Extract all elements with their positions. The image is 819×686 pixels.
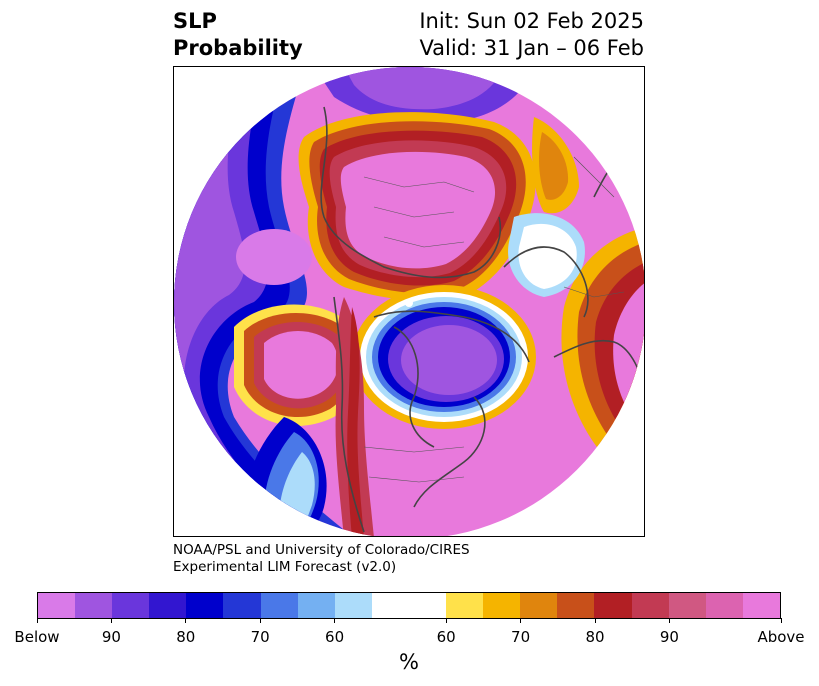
colorbar-tick-label: 70 bbox=[250, 628, 270, 646]
title-variable: SLP bbox=[173, 9, 217, 33]
colorbar-tick-mark bbox=[334, 618, 336, 623]
colorbar bbox=[37, 592, 781, 619]
colorbar-tick-label: 60 bbox=[436, 628, 456, 646]
colorbar-segment bbox=[705, 593, 743, 618]
credit-text: NOAA/PSL and University of Colorado/CIRE… bbox=[173, 542, 470, 576]
colorbar-segment bbox=[668, 593, 706, 618]
init-date: Init: Sun 02 Feb 2025 bbox=[419, 9, 644, 33]
colorbar-tick-mark bbox=[668, 618, 670, 623]
colorbar-tick-mark bbox=[445, 618, 447, 623]
colorbar-segment bbox=[742, 593, 780, 618]
colorbar-tick-label: Above bbox=[757, 628, 805, 646]
probability-map bbox=[173, 66, 645, 537]
colorbar-tick-label: Below bbox=[14, 628, 60, 646]
colorbar-tick-mark bbox=[36, 618, 38, 623]
colorbar-segment bbox=[631, 593, 669, 618]
colorbar-tick-label: 80 bbox=[585, 628, 605, 646]
colorbar-segment bbox=[38, 593, 76, 618]
colorbar-segment bbox=[520, 593, 558, 618]
colorbar-tick-mark bbox=[780, 618, 782, 623]
colorbar-tick-label: 80 bbox=[176, 628, 196, 646]
colorbar-tick-label: 70 bbox=[511, 628, 531, 646]
colorbar-segment bbox=[371, 593, 447, 618]
valid-range: Valid: 31 Jan – 06 Feb bbox=[419, 36, 644, 60]
colorbar-segment bbox=[260, 593, 298, 618]
colorbar-segment bbox=[112, 593, 150, 618]
colorbar-segment bbox=[334, 593, 372, 618]
colorbar-tick-label: 60 bbox=[325, 628, 345, 646]
colorbar-tick-label: 90 bbox=[659, 628, 679, 646]
colorbar-segment bbox=[149, 593, 187, 618]
colorbar-segment bbox=[186, 593, 224, 618]
colorbar-tick-mark bbox=[185, 618, 187, 623]
colorbar-segment bbox=[483, 593, 521, 618]
colorbar-tick-label: 90 bbox=[101, 628, 121, 646]
probability-field bbox=[174, 67, 644, 536]
credit-line-1: NOAA/PSL and University of Colorado/CIRE… bbox=[173, 542, 470, 558]
colorbar-segment bbox=[297, 593, 335, 618]
colorbar-tick-mark bbox=[110, 618, 112, 623]
colorbar-tick-mark bbox=[259, 618, 261, 623]
colorbar-segment bbox=[446, 593, 484, 618]
colorbar-tick-mark bbox=[594, 618, 596, 623]
colorbar-segment bbox=[75, 593, 113, 618]
coastlines bbox=[320, 106, 644, 533]
map-title: SLP Probability bbox=[173, 8, 303, 62]
credit-line-2: Experimental LIM Forecast (v2.0) bbox=[173, 559, 397, 575]
borders bbox=[363, 156, 625, 483]
title-field: Probability bbox=[173, 36, 303, 60]
colorbar-tick-mark bbox=[520, 618, 522, 623]
forecast-dates: Init: Sun 02 Feb 2025 Valid: 31 Jan – 06… bbox=[419, 8, 644, 62]
colorbar-segment bbox=[223, 593, 261, 618]
colorbar-segment bbox=[594, 593, 632, 618]
polar-map-svg bbox=[174, 67, 644, 536]
pole-marker bbox=[405, 299, 413, 307]
colorbar-units: % bbox=[399, 650, 419, 674]
colorbar-segment bbox=[557, 593, 595, 618]
